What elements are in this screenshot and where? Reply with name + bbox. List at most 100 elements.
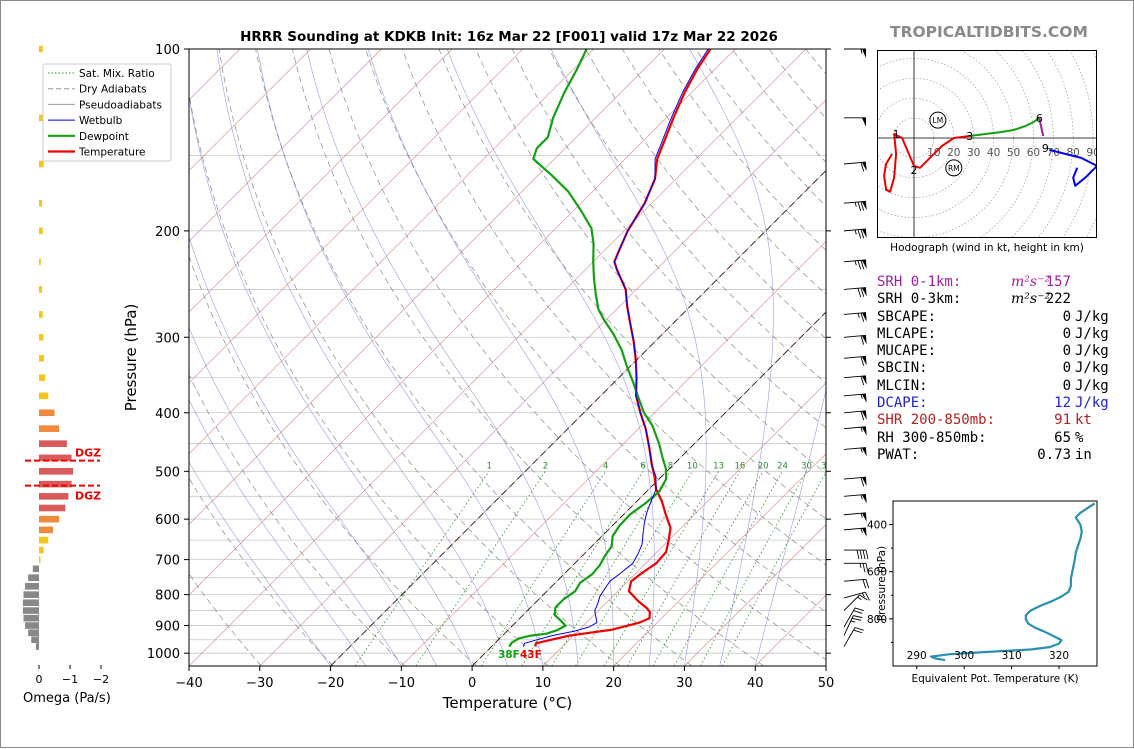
- param-row: MUCAPE: 0 J/kg: [877, 343, 1109, 360]
- omega-bar: [25, 622, 39, 629]
- omega-bar: [22, 607, 39, 614]
- wind-barb: [844, 48, 866, 58]
- wind-barb: [843, 476, 867, 487]
- param-unit: m²s⁻²: [1011, 274, 1051, 290]
- isotherm: [189, 49, 453, 313]
- surface-dewpoint-label: 38F: [498, 649, 520, 661]
- dry-adiabat: [511, 49, 826, 429]
- theta-e-x-tick-label: 310: [1002, 650, 1022, 662]
- x-tick-label: 10: [535, 676, 552, 691]
- pseudoadiabat: [189, 94, 473, 666]
- param-label: SRH 0-3km:: [877, 291, 962, 308]
- legend-label: Wetbulb: [79, 115, 123, 127]
- param-unit: kt: [1075, 412, 1092, 429]
- mixing-ratio-label: 4: [603, 461, 608, 471]
- param-label: SBCIN:: [877, 360, 928, 377]
- param-unit: m²s⁻²: [1011, 291, 1051, 308]
- hodograph-trace: [1049, 148, 1097, 187]
- wind-barb: [843, 627, 864, 647]
- wind-barb: [843, 493, 867, 504]
- wind-barb: [843, 426, 867, 436]
- wind-barb: [843, 527, 867, 537]
- pseudoadiabat: [446, 49, 655, 666]
- hodograph-ring: [978, 50, 1034, 238]
- mixing-ratio-label: 6: [640, 461, 645, 471]
- mixing-ratio-line: [480, 471, 607, 666]
- wind-barb: [843, 447, 867, 457]
- y-tick-label: 400: [155, 407, 180, 422]
- hodograph-ring-label: 60: [1027, 147, 1040, 159]
- mixing-ratio-label: 10: [687, 461, 698, 471]
- param-label: MLCIN:: [877, 377, 928, 394]
- param-unit: %: [1075, 429, 1084, 446]
- theta-e-y-tick-label: 600: [867, 567, 887, 579]
- mixing-ratio-line: [521, 471, 644, 666]
- hodograph-height-label: 3: [966, 130, 973, 143]
- y-axis-label: Pressure (hPa): [122, 304, 140, 412]
- wind-barb: [843, 591, 870, 601]
- pseudoadiabat: [257, 49, 544, 666]
- param-label: DCAPE:: [877, 395, 928, 412]
- y-tick-label: 300: [155, 331, 180, 346]
- theta-e-y-tick-label: 800: [867, 614, 887, 626]
- omega-bar: [39, 374, 46, 382]
- y-tick-label: 100: [155, 43, 180, 58]
- dry-adiabat: [621, 49, 826, 295]
- hodograph-trace: [883, 133, 970, 193]
- hodograph-height-label: 2: [911, 164, 918, 177]
- param-row: SBCAPE: 0 J/kg: [877, 308, 1109, 326]
- isotherm: [189, 49, 382, 242]
- dry-adiabat: [585, 49, 826, 340]
- mixing-ratio-label: 20: [758, 461, 769, 471]
- param-row: SRH 0-1km: 157 m²s⁻²: [877, 274, 1107, 291]
- theta-e-x-axis-label: Equivalent Pot. Temperature (K): [911, 673, 1078, 685]
- param-row: PWAT: 0.73 in: [877, 447, 1107, 464]
- param-label: SRH 0-1km:: [877, 274, 962, 290]
- param-row: SBCIN: 0 J/kg: [877, 360, 1109, 377]
- x-tick-label: −40: [175, 676, 202, 691]
- wind-barb: [843, 287, 867, 298]
- wind-barb: [843, 615, 863, 636]
- hodograph-frame: [877, 50, 1097, 238]
- dry-adiabat: [365, 49, 826, 613]
- series-wetbulb: [522, 49, 709, 647]
- y-tick-label: 700: [155, 554, 180, 569]
- mixing-ratio-label: 1: [486, 461, 491, 471]
- omega-bar: [39, 286, 43, 293]
- mixing-ratio-line: [415, 471, 546, 666]
- omega-bar: [35, 643, 39, 650]
- param-value: 0: [1062, 343, 1071, 360]
- wind-barb: [843, 512, 867, 522]
- omega-bar: [39, 504, 66, 512]
- mixing-ratio-line: [722, 471, 826, 666]
- wind-barb: [843, 355, 867, 366]
- isotherm: [401, 240, 826, 666]
- param-value: 0: [1062, 360, 1071, 377]
- omega-bar: [39, 440, 67, 447]
- hodograph-ring: [1010, 50, 1054, 238]
- dry-adiabat: [189, 373, 406, 666]
- theta-e-line: [929, 502, 1096, 662]
- omega-bar: [39, 199, 43, 207]
- omega-chart: DGZ DGZ 0 −1 −2: [22, 45, 109, 686]
- y-tick-label: 900: [155, 620, 180, 635]
- y-tick-label: 1000: [147, 647, 180, 662]
- mixing-ratio-label: 2: [543, 461, 548, 471]
- omega-axis-label: Omega (Pa/s): [23, 691, 111, 706]
- omega-bar: [39, 480, 72, 488]
- mixing-ratio-line: [652, 471, 764, 666]
- legend-label: Dewpoint: [79, 131, 129, 143]
- dry-adiabat: [401, 49, 826, 566]
- wind-barb: [843, 607, 864, 628]
- wind-barb: [843, 375, 867, 386]
- omega-x-tick-label: −1: [62, 673, 78, 686]
- brand-watermark: TROPICALTIDBITS.COM: [890, 23, 1088, 41]
- theta-e-x-tick-label: 300: [954, 650, 974, 662]
- mixing-ratio-line: [700, 471, 807, 666]
- dgz-label-upper: DGZ: [75, 447, 101, 460]
- param-unit: J/kg: [1075, 308, 1109, 325]
- wind-barb: [843, 578, 870, 589]
- skewt-frame: [188, 48, 827, 667]
- isotherm: [189, 49, 807, 666]
- isotherm: [330, 170, 826, 666]
